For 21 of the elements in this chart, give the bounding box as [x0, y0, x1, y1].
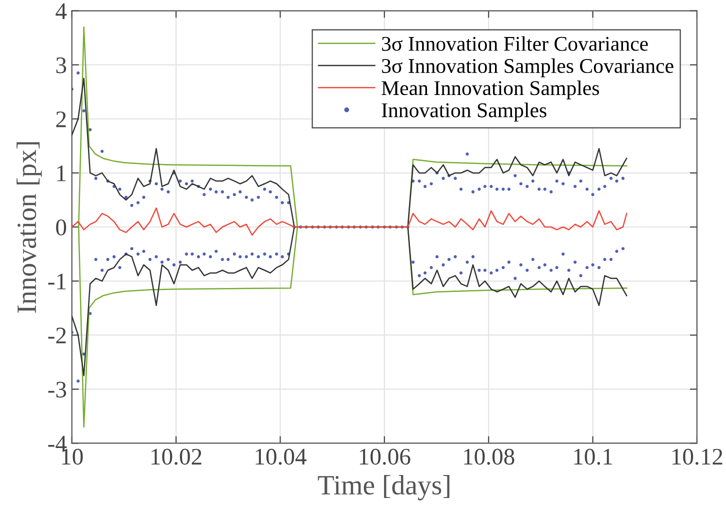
- y-tick-label: 2: [56, 111, 66, 128]
- x-tick-label: 10.02: [152, 448, 202, 465]
- y-tick-label: -3: [48, 382, 66, 398]
- x-tick-label: 10.1: [574, 448, 612, 465]
- y-tick-label: 1: [57, 166, 66, 182]
- legend-label: Innovation Samples: [382, 102, 546, 122]
- y-tick-label: -1: [48, 274, 66, 290]
- y-tick-label: 4: [56, 3, 67, 19]
- x-tick-label: 10.06: [360, 448, 410, 465]
- y-tick-label: 0: [56, 219, 66, 236]
- x-axis-title: Time [days]: [318, 475, 450, 500]
- y-tick-label: 3: [56, 57, 66, 74]
- x-tick-label: 10.08: [464, 448, 514, 465]
- legend-label: Mean Innovation Samples: [382, 80, 600, 100]
- legend-label: 3σ Innovation Filter Covariance: [382, 36, 648, 51]
- y-axis-title: Innovation [px]: [16, 142, 42, 313]
- y-tick-label: -2: [48, 328, 66, 344]
- legend-label: 3σ Innovation Samples Covariance: [382, 58, 674, 78]
- x-tick-label: 10.12: [672, 448, 722, 465]
- line-series: [72, 207, 628, 236]
- x-tick-label: 10.04: [256, 448, 306, 465]
